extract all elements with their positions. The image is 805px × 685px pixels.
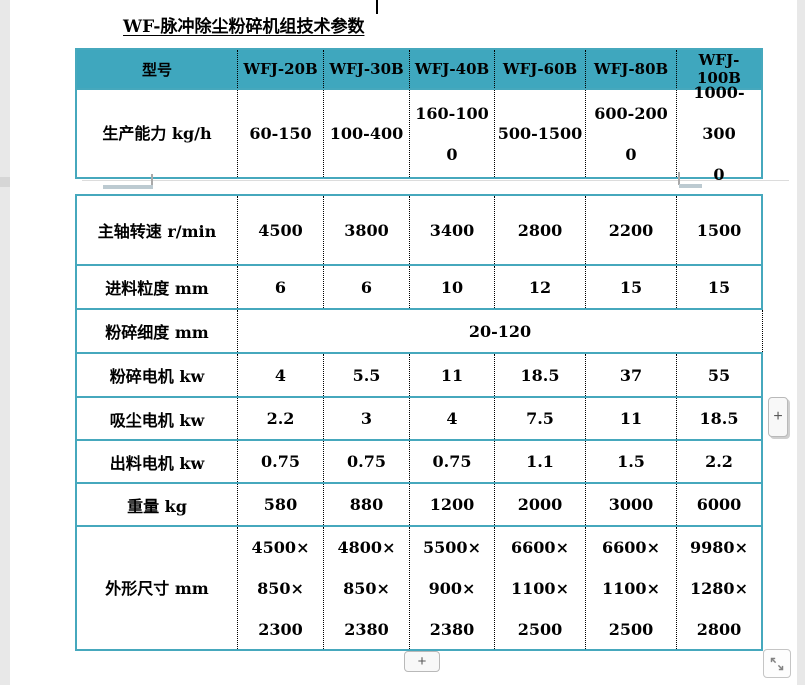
- table-row-feed-size: 进料粒度 mm 6 6 10 12 15 15: [75, 264, 763, 308]
- table-cell[interactable]: 0.75: [409, 441, 494, 482]
- text-cursor: [376, 0, 378, 14]
- table-cell[interactable]: 15: [585, 266, 676, 308]
- table-split-handle-right[interactable]: [679, 184, 702, 188]
- table-cell[interactable]: 18.5: [494, 354, 585, 396]
- column-header-wfj-100b[interactable]: WFJ-100B: [676, 50, 763, 88]
- insert-column-button[interactable]: +: [768, 397, 788, 437]
- table-cell[interactable]: 580: [237, 484, 323, 525]
- row-label[interactable]: 粉碎细度 mm: [75, 310, 237, 352]
- table-cell-merged[interactable]: 20-120: [237, 310, 763, 352]
- table-split-handle-left[interactable]: [103, 185, 153, 189]
- row-label[interactable]: 生产能力 kg/h: [75, 90, 237, 177]
- editor-margin-left: [0, 0, 10, 685]
- table-cell[interactable]: 37: [585, 354, 676, 396]
- table-cell[interactable]: 18.5: [676, 398, 763, 439]
- table-row-spindle-speed: 主轴转速 r/min 4500 3800 3400 2800 2200 1500: [75, 194, 763, 264]
- table-cell[interactable]: 55: [676, 354, 763, 396]
- table-cell[interactable]: 600-200 0: [585, 90, 676, 177]
- column-header-wfj-40b[interactable]: WFJ-40B: [409, 50, 494, 88]
- table-cell[interactable]: 1.1: [494, 441, 585, 482]
- table-cell[interactable]: 0.75: [323, 441, 409, 482]
- table-resize-handle[interactable]: [763, 649, 791, 678]
- params-table-lower: 主轴转速 r/min 4500 3800 3400 2800 2200 1500…: [75, 194, 763, 651]
- table-split-tick-left: [151, 174, 153, 188]
- table-cell[interactable]: 12: [494, 266, 585, 308]
- table-cell[interactable]: 6600× 1100× 2500: [585, 527, 676, 649]
- table-cell[interactable]: 2800: [494, 196, 585, 264]
- table-cell[interactable]: 5500× 900× 2380: [409, 527, 494, 649]
- row-label[interactable]: 外形尺寸 mm: [75, 527, 237, 649]
- column-header-model[interactable]: 型号: [75, 50, 237, 88]
- table-row-capacity: 生产能力 kg/h 60-150 100-400 160-100 0 500-1…: [75, 83, 763, 184]
- table-row-discharge-motor: 出料电机 kw 0.75 0.75 0.75 1.1 1.5 2.2: [75, 439, 763, 482]
- table-cell[interactable]: 5.5: [323, 354, 409, 396]
- table-cell[interactable]: 2.2: [237, 398, 323, 439]
- column-header-wfj-80b[interactable]: WFJ-80B: [585, 50, 676, 88]
- table-cell[interactable]: 3400: [409, 196, 494, 264]
- table-cell[interactable]: 2.2: [676, 441, 763, 482]
- row-label[interactable]: 出料电机 kw: [75, 441, 237, 482]
- table-cell[interactable]: 7.5: [494, 398, 585, 439]
- table-cell[interactable]: 4500: [237, 196, 323, 264]
- table-cell[interactable]: 880: [323, 484, 409, 525]
- row-label[interactable]: 吸尘电机 kw: [75, 398, 237, 439]
- table-cell[interactable]: 11: [409, 354, 494, 396]
- table-cell[interactable]: 3800: [323, 196, 409, 264]
- table-cell[interactable]: 1000-300 0: [676, 83, 763, 184]
- table-bottom-border: [75, 177, 763, 179]
- page-break-notch: [0, 177, 10, 187]
- document-title[interactable]: WF-脉冲除尘粉碎机组技术参数: [123, 17, 365, 37]
- table-split-line: [82, 180, 789, 181]
- table-cell[interactable]: 60-150: [237, 90, 323, 177]
- table-cell[interactable]: 10: [409, 266, 494, 308]
- table-cell[interactable]: 3000: [585, 484, 676, 525]
- table-cell[interactable]: 500-1500: [494, 90, 585, 177]
- table-cell[interactable]: 2000: [494, 484, 585, 525]
- table-cell[interactable]: 1200: [409, 484, 494, 525]
- table-cell[interactable]: 6000: [676, 484, 763, 525]
- row-label[interactable]: 进料粒度 mm: [75, 266, 237, 308]
- table-cell[interactable]: 4: [409, 398, 494, 439]
- row-label[interactable]: 重量 kg: [75, 484, 237, 525]
- table-cell[interactable]: 4800× 850× 2380: [323, 527, 409, 649]
- params-table-upper: 型号 WFJ-20B WFJ-30B WFJ-40B WFJ-60B WFJ-8…: [75, 48, 763, 184]
- plus-icon: +: [773, 408, 783, 425]
- insert-row-button[interactable]: +: [404, 651, 440, 672]
- table-cell[interactable]: 160-100 0: [409, 90, 494, 177]
- diagonal-resize-arrows-icon: [770, 657, 784, 670]
- table-cell[interactable]: 4: [237, 354, 323, 396]
- table-cell[interactable]: 4500× 850× 2300: [237, 527, 323, 649]
- table-cell[interactable]: 2200: [585, 196, 676, 264]
- table-cell[interactable]: 9980× 1280× 2800: [676, 527, 763, 649]
- table-cell[interactable]: 1.5: [585, 441, 676, 482]
- column-header-wfj-30b[interactable]: WFJ-30B: [323, 50, 409, 88]
- row-label[interactable]: 粉碎电机 kw: [75, 354, 237, 396]
- table-cell[interactable]: 3: [323, 398, 409, 439]
- table-split-tick-right: [678, 172, 680, 185]
- row-label[interactable]: 主轴转速 r/min: [75, 196, 237, 264]
- table-row-fineness: 粉碎细度 mm 20-120: [75, 308, 763, 352]
- table-cell[interactable]: 0.75: [237, 441, 323, 482]
- column-header-wfj-20b[interactable]: WFJ-20B: [237, 50, 323, 88]
- plus-icon: +: [417, 653, 427, 670]
- column-header-wfj-60b[interactable]: WFJ-60B: [494, 50, 585, 88]
- table-header-row: 型号 WFJ-20B WFJ-30B WFJ-40B WFJ-60B WFJ-8…: [75, 48, 763, 88]
- table-cell[interactable]: 6: [323, 266, 409, 308]
- table-row-weight: 重量 kg 580 880 1200 2000 3000 6000: [75, 482, 763, 525]
- editor-margin-right: [797, 0, 805, 685]
- table-cell[interactable]: 100-400: [323, 90, 409, 177]
- table-cell[interactable]: 1500: [676, 196, 763, 264]
- table-cell[interactable]: 6: [237, 266, 323, 308]
- table-row-crush-motor: 粉碎电机 kw 4 5.5 11 18.5 37 55: [75, 352, 763, 396]
- table-cell[interactable]: 6600× 1100× 2500: [494, 527, 585, 649]
- table-cell[interactable]: 11: [585, 398, 676, 439]
- table-row-dust-motor: 吸尘电机 kw 2.2 3 4 7.5 11 18.5: [75, 396, 763, 439]
- table-cell[interactable]: 15: [676, 266, 763, 308]
- table-row-dimensions: 外形尺寸 mm 4500× 850× 2300 4800× 850× 2380 …: [75, 525, 763, 651]
